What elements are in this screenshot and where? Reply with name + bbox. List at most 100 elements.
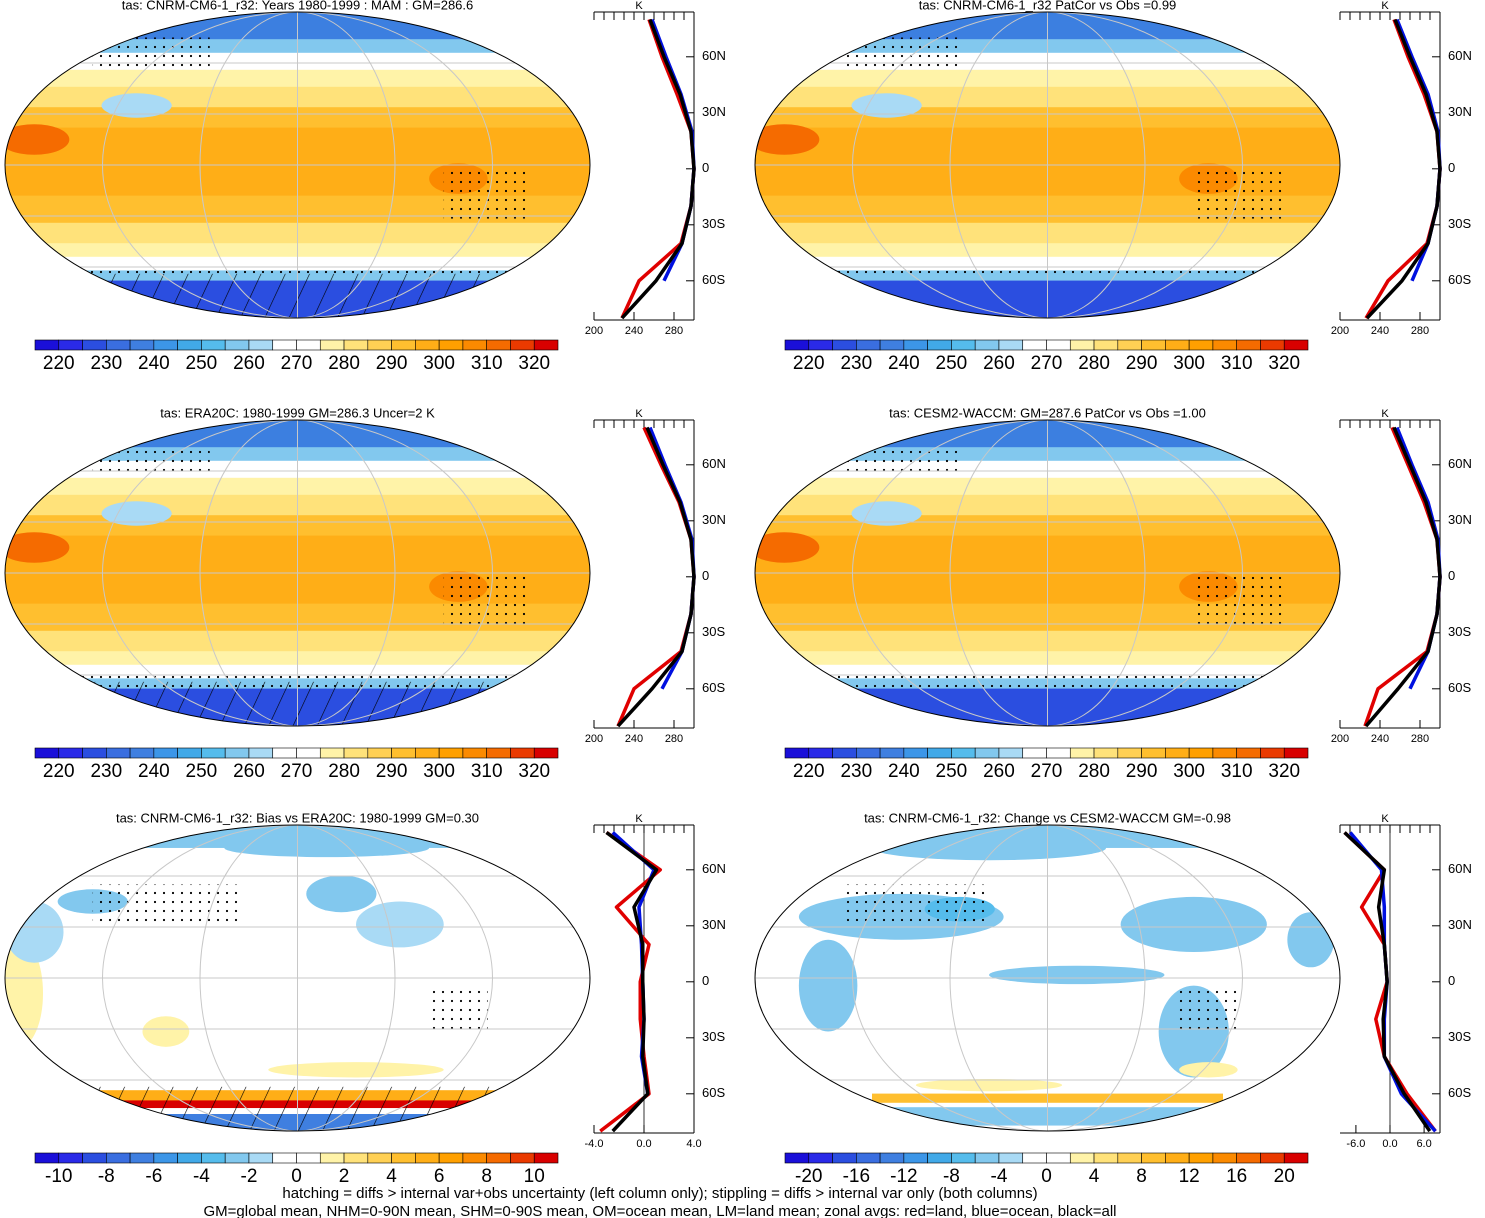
colorbar-label: 230	[90, 353, 122, 374]
colorbar-box	[106, 339, 131, 351]
graticule	[102, 420, 493, 726]
y-tick-label: 0	[702, 568, 709, 583]
colorbar-box	[272, 747, 297, 759]
colorbar-box	[319, 747, 345, 759]
x-tick-label: 200	[1331, 733, 1349, 745]
colorbar-box	[177, 747, 202, 759]
colorbar-box	[367, 339, 392, 351]
y-tick-label: 30N	[1448, 512, 1472, 527]
colorbar-box	[153, 1152, 178, 1164]
colorbar-label: 240	[138, 353, 170, 374]
colorbar-box	[510, 1152, 535, 1164]
profile-line	[620, 18, 696, 320]
map-border	[754, 824, 1341, 1132]
colorbar-box	[856, 747, 881, 759]
y-tick-label: 30N	[702, 104, 726, 119]
colorbar-box	[784, 747, 810, 759]
y-tick-label: 60S	[1448, 272, 1471, 287]
axis-unit: K	[635, 408, 643, 420]
y-tick-label: 30N	[1448, 104, 1472, 119]
axis-unit: K	[635, 813, 643, 825]
colorbar-label: 0	[291, 1166, 302, 1187]
y-tick-label: 0	[1448, 160, 1455, 175]
colorbar-box	[177, 1152, 202, 1164]
map-region	[1287, 912, 1335, 968]
x-tick-label: 280	[665, 733, 683, 745]
colorbar-box	[1093, 339, 1119, 351]
colorbar-box	[201, 747, 226, 759]
colorbar-box	[998, 339, 1024, 351]
colorbar-label: 250	[186, 353, 218, 374]
colorbar-box	[58, 1152, 83, 1164]
colorbar-box	[1283, 747, 1309, 759]
y-tick-label: 60N	[702, 48, 726, 63]
colorbar-box	[903, 1152, 928, 1164]
colorbar-label: 290	[376, 353, 408, 374]
profile-line	[1364, 18, 1442, 320]
colorbar-box	[1046, 339, 1071, 351]
profile-line	[1395, 18, 1442, 282]
colorbar-label: -4	[193, 1166, 210, 1187]
colorbar-label: 300	[1173, 761, 1205, 782]
colorbar-box	[224, 1152, 250, 1164]
y-tick-label: 0	[702, 973, 709, 988]
map-border	[4, 11, 591, 319]
profile-line	[1364, 426, 1442, 728]
x-tick-label: -6.0	[1346, 1138, 1365, 1150]
profile-line	[1365, 18, 1442, 320]
stippling	[1193, 165, 1282, 219]
colorbar-box	[974, 747, 1000, 759]
colorbar-label: 220	[43, 761, 75, 782]
colorbar-box	[510, 339, 535, 351]
colorbar-box	[224, 339, 250, 351]
graticule	[199, 420, 396, 726]
graticule	[102, 825, 493, 1131]
colorbar-box	[1212, 339, 1237, 351]
colorbar-box	[1046, 1152, 1071, 1164]
colorbar-box	[82, 747, 107, 759]
colorbar-box	[1046, 747, 1071, 759]
colorbar-box	[486, 1152, 511, 1164]
colorbar-box	[129, 339, 155, 351]
colorbar-box	[879, 339, 905, 351]
map	[755, 825, 1340, 1131]
y-tick-label: 60S	[1448, 1085, 1471, 1100]
map-region	[851, 501, 922, 526]
map-region	[755, 532, 820, 563]
colorbar-box	[391, 747, 416, 759]
colorbar-box	[1236, 747, 1261, 759]
colorbar-box	[1165, 747, 1190, 759]
x-tick-label: 280	[1411, 325, 1429, 337]
colorbar-box	[856, 339, 881, 351]
colorbar-box	[927, 747, 952, 759]
colorbar-box	[82, 1152, 107, 1164]
colorbar-box	[998, 747, 1024, 759]
colorbar-label: 240	[888, 353, 920, 374]
y-tick-label: 60N	[702, 456, 726, 471]
colorbar-box	[903, 339, 928, 351]
map-region	[142, 1016, 190, 1047]
colorbar-box	[784, 339, 810, 351]
profile-line	[650, 18, 696, 282]
x-tick-label: 280	[665, 325, 683, 337]
colorbar-label: 10	[524, 1166, 545, 1187]
colorbar-label: 240	[138, 761, 170, 782]
colorbar-box	[1093, 1152, 1119, 1164]
y-tick-label: 30S	[702, 1029, 725, 1044]
colorbar-box	[248, 339, 274, 351]
colorbar-box	[1141, 747, 1166, 759]
stippling	[1179, 986, 1238, 1033]
colorbar-label: 280	[1078, 353, 1110, 374]
map-region	[5, 532, 70, 563]
profile-line	[1343, 831, 1432, 1133]
colorbar-label: 280	[328, 353, 360, 374]
colorbar-label: 300	[423, 353, 455, 374]
colorbar-box	[1022, 747, 1047, 759]
axis-unit: K	[1381, 408, 1389, 420]
colorbar-box	[533, 747, 559, 759]
map-border	[4, 419, 591, 727]
colorbar-box	[998, 1152, 1024, 1164]
y-tick-label: 30N	[702, 512, 726, 527]
colorbar-box	[129, 1152, 155, 1164]
colorbar-box	[272, 339, 297, 351]
